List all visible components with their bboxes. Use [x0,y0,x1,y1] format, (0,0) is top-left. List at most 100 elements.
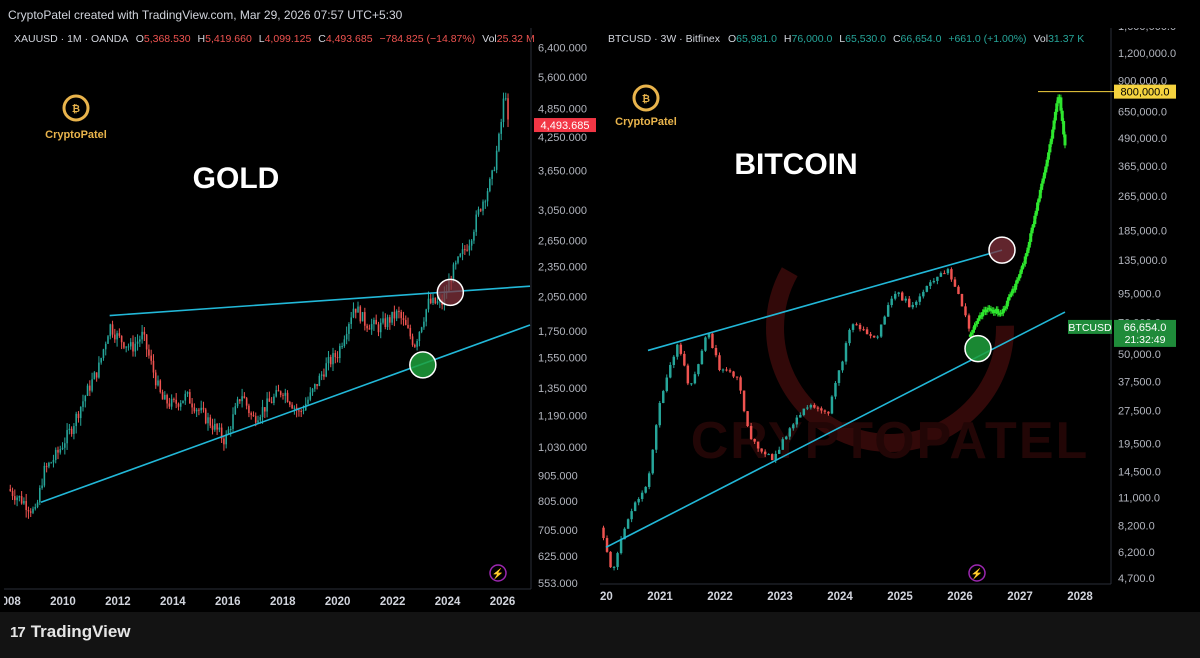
candle [466,249,468,251]
candle [770,454,774,461]
y-tick-label: 1,350.000 [538,383,587,395]
btc-legend-change: +661.0 (+1.00%) [948,33,1026,45]
x-tick-label: 2023 [767,591,793,603]
candle [43,465,46,486]
candle [341,346,343,348]
candle [461,249,464,254]
x-tick-label: 2025 [887,591,913,603]
candle [834,382,837,397]
candle [420,327,423,332]
projection-candle [1062,120,1066,135]
candle [59,449,62,453]
projection-candle [1056,97,1060,104]
btc-lightning-icon[interactable]: ⚡ [968,564,986,582]
candle [434,297,437,304]
gold-legend-high: 5,419.660 [205,33,252,45]
projection-candle [1055,103,1059,112]
btc-legend-high: 76,000.0 [792,33,833,45]
candle [100,358,102,363]
btc-chart-panel[interactable]: CRYPTOPATEL BTCUSD · 3W · Bitfinex O65,9… [587,21,1196,608]
candle [191,403,193,408]
candle [348,323,350,334]
projection-candle [1014,283,1018,290]
projection-candle [996,309,1000,314]
candle [123,342,125,348]
candle [202,407,205,410]
candle [384,318,387,328]
x-tick-label: 2020 [325,596,351,608]
candle [225,434,227,445]
candle [493,169,496,171]
candle [245,398,248,406]
candle [936,276,939,281]
candle [960,293,964,307]
candle [34,507,37,509]
candle [911,304,915,308]
candle [232,414,234,429]
candle [343,339,346,347]
x-tick-label: 2020 [600,591,613,603]
logo-text: CryptoPatel [615,116,677,128]
candle [216,424,218,430]
projection-candle [1040,183,1044,190]
candle [211,425,214,430]
trendline [647,249,1003,352]
projection-candle [1038,189,1042,199]
candle [491,170,493,179]
projection-candle [1031,224,1035,228]
projection-candle [972,325,976,330]
candle [879,324,883,337]
btc-x-axis[interactable]: 2020 2021 2022 2023 2024 2025 2026 2027 2028 [587,583,1111,603]
gold-markers [409,278,465,379]
candle [345,333,348,340]
candle [157,380,159,386]
projection-candle [978,315,982,319]
candle [173,398,175,400]
gold-y-axis[interactable]: 7,200.000 6,400.000 5,600.000 4,850.000 4,25… [530,17,587,590]
candle [630,511,633,520]
btc-chart[interactable]: CRYPTOPATEL BTCUSD · 3W · Bitfinex O65,9… [587,21,1196,608]
candle [323,374,325,377]
tradingview-logo[interactable]: 17 TradingView [10,622,131,642]
candle [883,316,886,325]
candle [14,496,16,501]
gold-x-axis[interactable]: 2008 2010 2012 2014 2016 2018 2020 2022 2024 2026 [0,588,531,608]
candle [284,392,287,396]
candle [633,502,637,512]
candle [227,429,230,435]
svg-text:4,493.685: 4,493.685 [541,120,590,132]
candle [307,399,309,404]
gold-lightning-icon[interactable]: ⚡ [489,564,507,582]
candle [500,121,502,134]
projection-candle [981,312,985,317]
btc-watermark: CRYPTOPATEL [691,204,1087,470]
y-tick-label: 19,500.0 [1118,438,1161,450]
candle [683,353,686,366]
candle [82,401,84,407]
candle [749,426,753,440]
projection-candle [1010,293,1014,295]
candle [862,329,865,331]
candle [409,327,412,337]
candle [690,383,693,385]
candle [932,280,936,283]
projection-candle [1036,202,1040,211]
tradingview-brand: TradingView [30,622,131,641]
projection-candle [1037,198,1041,203]
candle [827,411,830,414]
gold-chart[interactable]: XAUUSD · 1M · OANDA O5,368.530 H5,419.66… [0,17,596,608]
btc-y-axis[interactable]: 1,600,000.0 1,200,000.0 900,000.0 650,000.0… [1110,21,1176,585]
candle [239,399,241,402]
y-tick-label: 805.000 [538,496,578,508]
gold-chart-panel[interactable]: XAUUSD · 1M · OANDA O5,368.530 H5,419.66… [0,17,596,608]
candle [311,388,314,393]
candle [623,528,626,540]
candle [799,414,802,418]
candle [109,324,112,337]
candle [268,398,271,402]
candle [425,309,427,322]
candle [876,336,879,338]
candle [872,335,876,338]
y-tick-label: 3,650.000 [538,165,587,177]
y-tick-label: 4,850.000 [538,103,587,115]
